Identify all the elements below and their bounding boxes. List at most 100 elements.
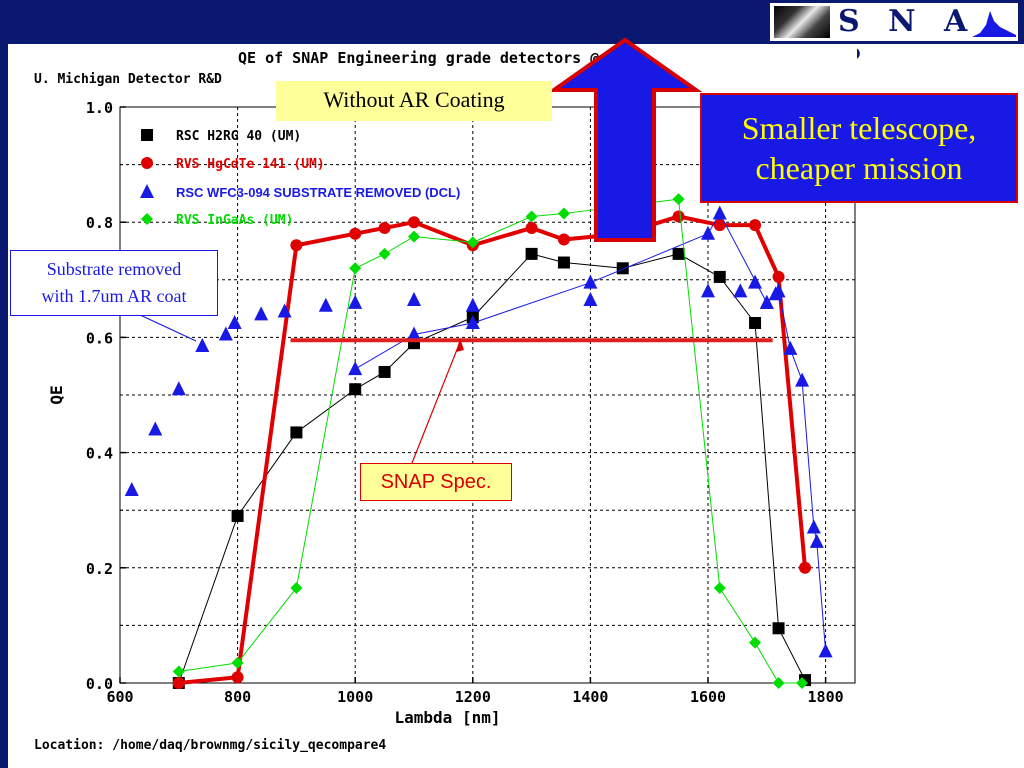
y-tick-label: 0.4: [86, 445, 113, 463]
y-tick-label: 0.0: [86, 675, 113, 693]
x-tick-label: 600: [106, 688, 133, 706]
data-point-rsc-wfc3-094: [195, 338, 210, 353]
data-point-rvs-ingaas: [672, 193, 685, 206]
legend-label-rsc-h2rg40: RSC H2RG 40 (UM): [176, 129, 301, 144]
data-point-rsc-wfc3-094: [748, 274, 763, 289]
data-point-rsc-wfc3-094: [277, 303, 292, 318]
y-axis-label: QE: [47, 385, 66, 404]
data-point-rsc-wfc3-094: [465, 297, 480, 312]
data-point-rvs-ingaas: [749, 636, 762, 649]
data-point-rvs-ingaas: [172, 665, 185, 678]
y-tick-label: 0.8: [86, 214, 113, 232]
snap-spec-pointer: [411, 341, 461, 464]
x-tick-label: 1800: [808, 688, 844, 706]
legend-marker-rsc-h2rg40: [141, 129, 153, 141]
data-point-rsc-wfc3-094: [407, 291, 421, 306]
x-tick-label: 800: [224, 688, 251, 706]
left-edge-bar: [0, 44, 8, 768]
data-point-rvs-ingaas: [408, 230, 420, 243]
without-ar-coating-callout: Without AR Coating: [276, 81, 552, 121]
telescope-line-2: cheaper mission: [755, 150, 963, 186]
data-point-rsc-wfc3-094: [795, 372, 810, 387]
data-point-rsc-h2rg40: [525, 247, 538, 260]
data-point-rvs-ingaas: [796, 677, 809, 689]
data-point-rsc-wfc3-094: [701, 225, 715, 240]
data-point-rvs-ingaas: [557, 207, 570, 220]
data-point-rsc-h2rg40: [749, 317, 762, 329]
legend-marker-rvs-ingaas: [141, 213, 153, 225]
x-tick-label: 1600: [690, 688, 726, 706]
data-point-rsc-wfc3-094: [171, 381, 186, 396]
series-line-rvs-ingaas: [178, 198, 803, 684]
data-point-rsc-wfc3-094: [701, 283, 715, 298]
y-tick-label: 0.6: [86, 329, 113, 347]
data-point-rvs-hgcdte141: [408, 216, 420, 229]
y-tick-label: 0.2: [86, 560, 113, 578]
chart-subtitle: U. Michigan Detector R&D: [34, 72, 222, 87]
data-point-rvs-hgcdte141: [290, 239, 303, 252]
spectrum-logo-icon: [972, 11, 1016, 37]
data-point-rsc-wfc3-094: [768, 286, 783, 301]
substrate-pointer: [137, 313, 197, 342]
data-point-rsc-h2rg40: [557, 256, 570, 269]
data-point-rsc-wfc3-094: [583, 291, 598, 306]
legend-label-rsc-wfc3-094: RSC WFC3-094 SUBSTRATE REMOVED (DCL): [176, 185, 460, 200]
x-axis-label: Lambda [nm]: [395, 708, 501, 727]
data-point-rsc-wfc3-094: [254, 306, 269, 321]
data-point-rsc-wfc3-094: [148, 421, 163, 436]
data-point-rvs-ingaas: [713, 581, 726, 594]
data-point-rvs-hgcdte141: [378, 221, 391, 234]
data-point-rvs-ingaas: [231, 656, 244, 669]
data-point-rvs-ingaas: [378, 247, 391, 260]
legend-marker-rsc-wfc3-094: [140, 184, 154, 198]
data-point-rsc-wfc3-094: [348, 294, 363, 309]
data-point-rsc-wfc3-094: [465, 315, 480, 329]
data-point-rvs-hgcdte141: [525, 221, 538, 234]
smaller-telescope-callout: Smaller telescope, cheaper mission: [700, 93, 1018, 203]
data-point-rsc-wfc3-094: [124, 482, 139, 497]
data-point-rvs-hgcdte141: [772, 270, 785, 283]
data-point-rvs-hgcdte141: [231, 671, 244, 684]
x-tick-label: 1200: [455, 688, 491, 706]
data-point-rvs-hgcdte141: [799, 561, 812, 574]
data-point-rsc-wfc3-094: [806, 519, 821, 534]
x-tick-label: 1000: [337, 688, 373, 706]
substrate-removed-callout: Substrate removed with 1.7um AR coat: [10, 250, 218, 316]
data-point-rsc-wfc3-094: [712, 205, 727, 220]
y-tick-label: 1.0: [86, 99, 113, 117]
nebula-image-icon: [774, 6, 830, 38]
data-point-rvs-ingaas: [349, 262, 362, 275]
legend-label-rvs-hgcdte141: RVS HgCdTe 141 (UM): [176, 157, 325, 172]
data-point-rsc-h2rg40: [672, 247, 685, 260]
up-arrow-icon: [547, 37, 703, 242]
data-point-rsc-wfc3-094: [227, 315, 242, 329]
data-point-rsc-wfc3-094: [759, 294, 774, 309]
data-point-rvs-ingaas: [290, 581, 303, 594]
data-point-rvs-hgcdte141: [172, 677, 185, 689]
data-point-rsc-wfc3-094: [818, 643, 833, 658]
data-point-rvs-hgcdte141: [557, 233, 570, 246]
x-tick-label: 1400: [572, 688, 608, 706]
data-point-rvs-ingaas: [772, 677, 785, 689]
data-point-rvs-hgcdte141: [672, 210, 685, 223]
data-point-rvs-ingaas: [525, 210, 538, 223]
location-footer: Location: /home/daq/brownmg/sicily_qecom…: [34, 738, 387, 753]
data-point-rsc-wfc3-094: [348, 361, 363, 376]
data-point-rsc-wfc3-094: [583, 274, 598, 289]
telescope-line-1: Smaller telescope,: [741, 110, 977, 146]
data-point-rvs-hgcdte141: [749, 219, 762, 232]
data-point-rsc-h2rg40: [378, 365, 391, 378]
data-point-rsc-h2rg40: [616, 262, 629, 275]
series-line-rvs-hgcdte141: [178, 214, 808, 685]
data-point-rsc-wfc3-094: [218, 326, 233, 341]
data-point-rsc-wfc3-094: [407, 326, 421, 341]
data-point-rsc-h2rg40: [713, 270, 726, 283]
substrate-line-1: Substrate removed: [46, 259, 182, 279]
data-point-rsc-h2rg40: [290, 426, 303, 439]
data-point-rsc-wfc3-094: [733, 283, 748, 298]
legend-label-rvs-ingaas: RVS InGaAs (UM): [176, 213, 293, 228]
data-point-rvs-hgcdte141: [713, 219, 726, 232]
substrate-line-2: with 1.7um AR coat: [41, 286, 187, 306]
snap-spec-pointer-head: [456, 338, 464, 352]
